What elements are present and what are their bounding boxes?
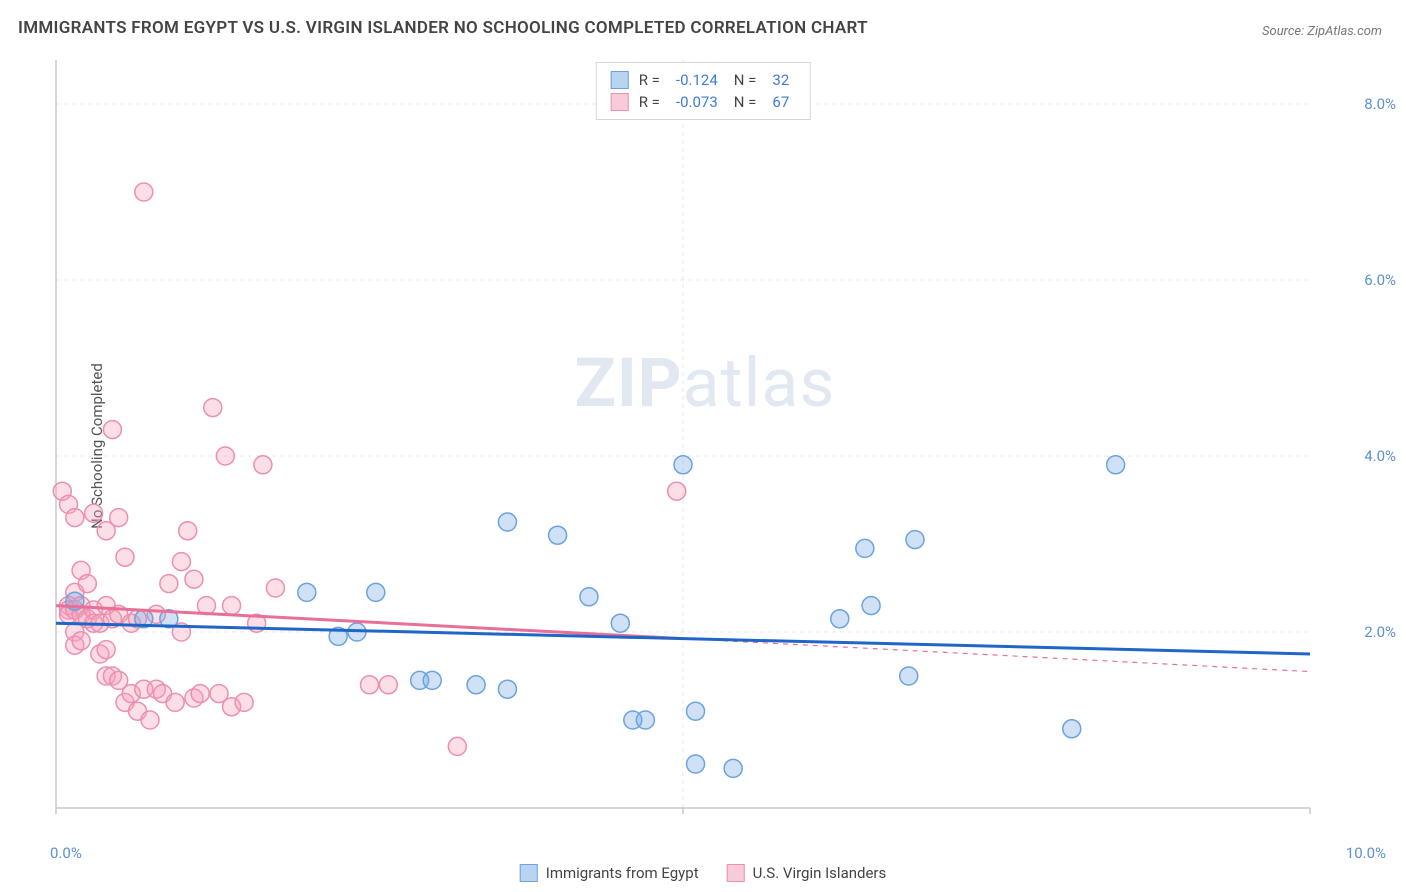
series-legend: Immigrants from Egypt U.S. Virgin Island… [520, 864, 887, 882]
scatter-plot-svg [50, 60, 1360, 830]
r-value-pink: -0.073 [676, 93, 718, 111]
legend-label-pink: U.S. Virgin Islanders [753, 864, 887, 882]
chart-plot-area: ZIPatlas [50, 60, 1360, 830]
correlation-legend: R = -0.124 N = 32 R = -0.073 N = 67 [596, 62, 811, 120]
r-label: R = [639, 93, 660, 111]
r-label: R = [639, 71, 660, 89]
swatch-blue [611, 71, 629, 89]
n-value-blue: 32 [772, 71, 789, 89]
swatch-pink [611, 93, 629, 111]
y-tick-label: 6.0% [1364, 271, 1396, 289]
y-tick-label: 2.0% [1364, 623, 1396, 641]
legend-row-pink: R = -0.073 N = 67 [611, 91, 796, 113]
r-value-blue: -0.124 [676, 71, 718, 89]
y-tick-label: 4.0% [1364, 447, 1396, 465]
y-tick-label: 8.0% [1364, 95, 1396, 113]
legend-item-pink: U.S. Virgin Islanders [727, 864, 887, 882]
n-label: N = [734, 71, 757, 89]
swatch-pink-icon [727, 864, 745, 882]
chart-title: IMMIGRANTS FROM EGYPT VS U.S. VIRGIN ISL… [18, 18, 868, 38]
n-label: N = [734, 93, 757, 111]
source-attribution: Source: ZipAtlas.com [1262, 24, 1382, 39]
legend-item-blue: Immigrants from Egypt [520, 864, 699, 882]
legend-label-blue: Immigrants from Egypt [546, 864, 699, 882]
legend-row-blue: R = -0.124 N = 32 [611, 69, 796, 91]
x-tick-label: 0.0% [50, 844, 82, 862]
x-tick-label: 10.0% [1346, 844, 1386, 862]
swatch-blue-icon [520, 864, 538, 882]
n-value-pink: 67 [772, 93, 789, 111]
